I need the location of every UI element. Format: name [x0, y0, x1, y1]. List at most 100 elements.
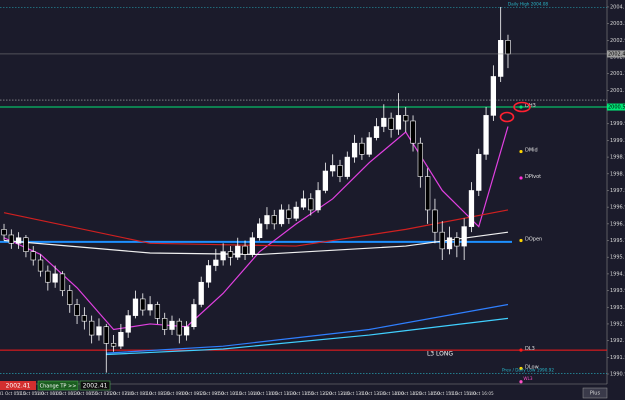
candle-body: [213, 259, 219, 266]
candle-body: [249, 237, 255, 255]
candle-body: [278, 209, 285, 225]
buy-price[interactable]: 2002.41: [83, 383, 108, 390]
candle-body: [293, 206, 299, 219]
sell-box[interactable]: [0, 381, 36, 390]
candle-body: [286, 209, 292, 219]
candle-body: [8, 234, 14, 244]
candle-body: [308, 198, 314, 211]
candle-body: [337, 165, 343, 177]
level-label: WL3: [523, 376, 532, 381]
x-tick-label: 31 Oct 08:35: [142, 391, 170, 396]
candle-body: [220, 251, 226, 261]
x-tick-label: 31 Oct 14:25: [394, 391, 422, 396]
candle-body: [59, 273, 66, 291]
candle-body: [1, 229, 7, 236]
candle-body: [132, 298, 139, 316]
level-marker: [519, 176, 523, 180]
candle-body: [191, 304, 197, 328]
y-tick-label: 1993.30: [610, 305, 625, 311]
x-tick-label: 31 Oct 16:05: [466, 391, 494, 396]
y-tick-label: 1999.30: [610, 138, 625, 144]
x-tick-label: 31 Oct 06:30: [52, 391, 80, 396]
x-tick-label: 31 Oct 05:40: [16, 391, 44, 396]
candle-body: [344, 156, 350, 177]
candle-body: [476, 154, 482, 191]
y-tick-label: 1997.50: [610, 188, 625, 194]
sell-price[interactable]: 2002.41: [6, 383, 31, 390]
level-label: DPivot: [525, 174, 541, 180]
x-tick-label: 31 Oct 09:00: [160, 391, 188, 396]
y-tick-label: 2001.70: [610, 71, 625, 77]
candle-body: [425, 176, 431, 211]
candle-body: [315, 190, 321, 211]
candle-body: [52, 273, 58, 283]
x-tick-label: 31 Oct 10:15: [214, 391, 242, 396]
candle-body: [403, 115, 409, 122]
candle-body: [505, 40, 511, 55]
level-label: DL3: [525, 346, 535, 352]
candle-body: [483, 115, 489, 155]
candle-body: [198, 281, 204, 305]
indicator-line: [106, 317, 509, 356]
y-tick-label: 1993.90: [610, 288, 625, 294]
candle-body: [15, 237, 22, 244]
candle-body: [439, 231, 445, 250]
candle-body: [242, 245, 248, 255]
candle-body: [74, 304, 80, 316]
x-tick-label: 31 Oct 09:50: [196, 391, 224, 396]
y-tick-label: 1996.30: [610, 221, 625, 227]
x-tick-label: 31 Oct 15:15: [430, 391, 458, 396]
x-tick-label: 31 Oct 11:30: [268, 391, 296, 396]
candle-body: [359, 142, 365, 155]
x-tick-label: 31 Oct 06:55: [70, 391, 98, 396]
y-tick-label: 2002.90: [610, 38, 625, 44]
x-tick-label: 31 Oct 12:45: [322, 391, 350, 396]
candle-body: [37, 259, 44, 272]
x-tick-label: 31 Oct 13:35: [358, 391, 386, 396]
candle-body: [381, 117, 387, 127]
indicator-line: [106, 303, 509, 354]
plus-label[interactable]: Plus: [590, 391, 601, 397]
candle-body: [89, 320, 95, 336]
candle-body: [322, 170, 329, 191]
candle-body: [118, 331, 124, 347]
buy-box[interactable]: [79, 380, 111, 391]
y-tick-label: 1995.70: [610, 238, 625, 244]
level-label: DOpen: [525, 237, 542, 243]
change-tp-label[interactable]: Change TP >>: [40, 384, 77, 390]
current-price-tag: [607, 50, 625, 58]
annotation-circle: [499, 111, 515, 123]
candle-body: [461, 226, 467, 247]
candle-body: [264, 215, 270, 225]
candle-body: [395, 115, 402, 130]
candle-body: [257, 223, 263, 239]
x-tick-label: 31 Oct 09:25: [178, 391, 206, 396]
y-tick-label: 1990.90: [610, 371, 625, 377]
y-tick-label: 1995.10: [610, 255, 625, 261]
x-tick-label: 31 Oct 07:45: [106, 391, 134, 396]
level-marker: [519, 149, 523, 154]
candle-body: [176, 320, 182, 336]
current-price-label: 2002.41: [608, 51, 625, 57]
y-tick-label: 1998.70: [610, 155, 625, 161]
candle-body: [169, 320, 175, 330]
price-tag-label: 2000.50: [608, 105, 625, 111]
candle-body: [373, 126, 380, 138]
x-tick-label: 31 Oct 14:00: [376, 391, 404, 396]
plus-button[interactable]: [582, 387, 608, 399]
level-label: Daily High 2004.08: [508, 2, 549, 7]
level-marker: [519, 348, 523, 352]
candle-body: [154, 304, 161, 319]
change-tp-button[interactable]: [37, 380, 79, 391]
y-tick-label: 2003.50: [610, 21, 625, 27]
y-tick-label: 1992.10: [610, 338, 625, 344]
candle-body: [23, 237, 29, 252]
x-tick-label: 31 Oct 07:20: [88, 391, 116, 396]
annotation-circle: [513, 101, 531, 113]
candle-body: [300, 198, 307, 208]
candle-body: [432, 209, 438, 233]
x-tick-label: 31 Oct 11:05: [250, 391, 278, 396]
